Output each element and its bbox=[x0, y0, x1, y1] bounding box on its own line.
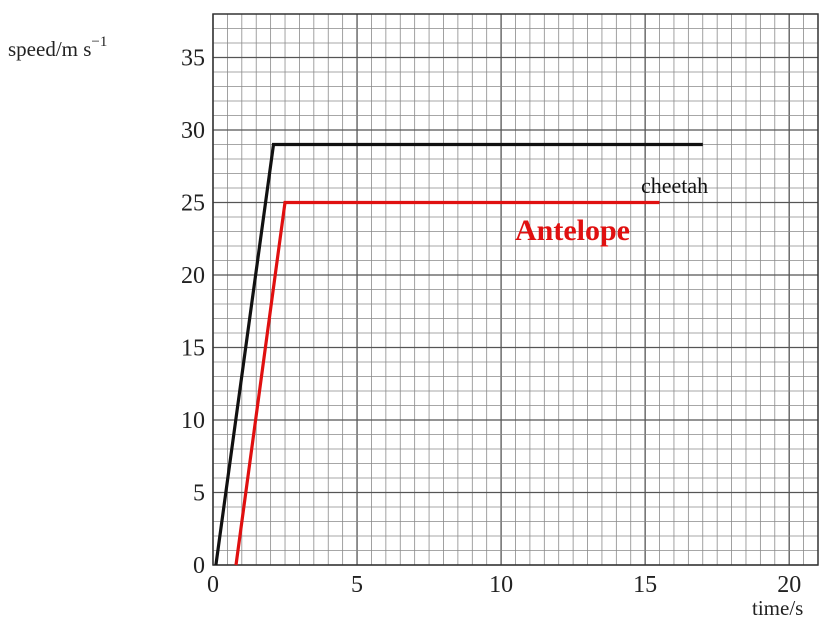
x-tick-label: 20 bbox=[777, 572, 801, 598]
y-tick-label: 25 bbox=[181, 191, 205, 217]
y-tick-label: 5 bbox=[193, 481, 205, 507]
y-tick-label: 20 bbox=[181, 263, 205, 289]
plot-border bbox=[212, 13, 819, 566]
y-tick-label: 15 bbox=[181, 336, 205, 362]
series-line-antelope bbox=[234, 200, 660, 566]
series-label-antelope: Antelope bbox=[515, 214, 630, 247]
x-axis-label: time/s bbox=[752, 596, 803, 620]
grid bbox=[212, 13, 819, 566]
x-tick-labels: 0 5 10 15 20 bbox=[207, 572, 801, 598]
y-axis-label-text: speed/m s bbox=[8, 37, 91, 61]
y-tick-label: 35 bbox=[181, 46, 205, 72]
y-tick-labels: 0 5 10 15 20 25 30 35 bbox=[181, 46, 205, 580]
y-tick-label: 10 bbox=[181, 408, 205, 434]
series-line-cheetah bbox=[214, 142, 703, 566]
x-tick-label: 0 bbox=[207, 572, 219, 598]
y-tick-label: 0 bbox=[193, 553, 205, 579]
series-label-cheetah: cheetah bbox=[641, 173, 708, 198]
x-tick-label: 5 bbox=[351, 572, 363, 598]
y-axis-label-superscript: −1 bbox=[91, 34, 107, 50]
y-axis-label: speed/m s−1 bbox=[8, 34, 107, 61]
x-tick-label: 10 bbox=[489, 572, 513, 598]
series-lines bbox=[214, 142, 703, 566]
x-tick-label: 15 bbox=[633, 572, 657, 598]
y-tick-label: 30 bbox=[181, 118, 205, 144]
